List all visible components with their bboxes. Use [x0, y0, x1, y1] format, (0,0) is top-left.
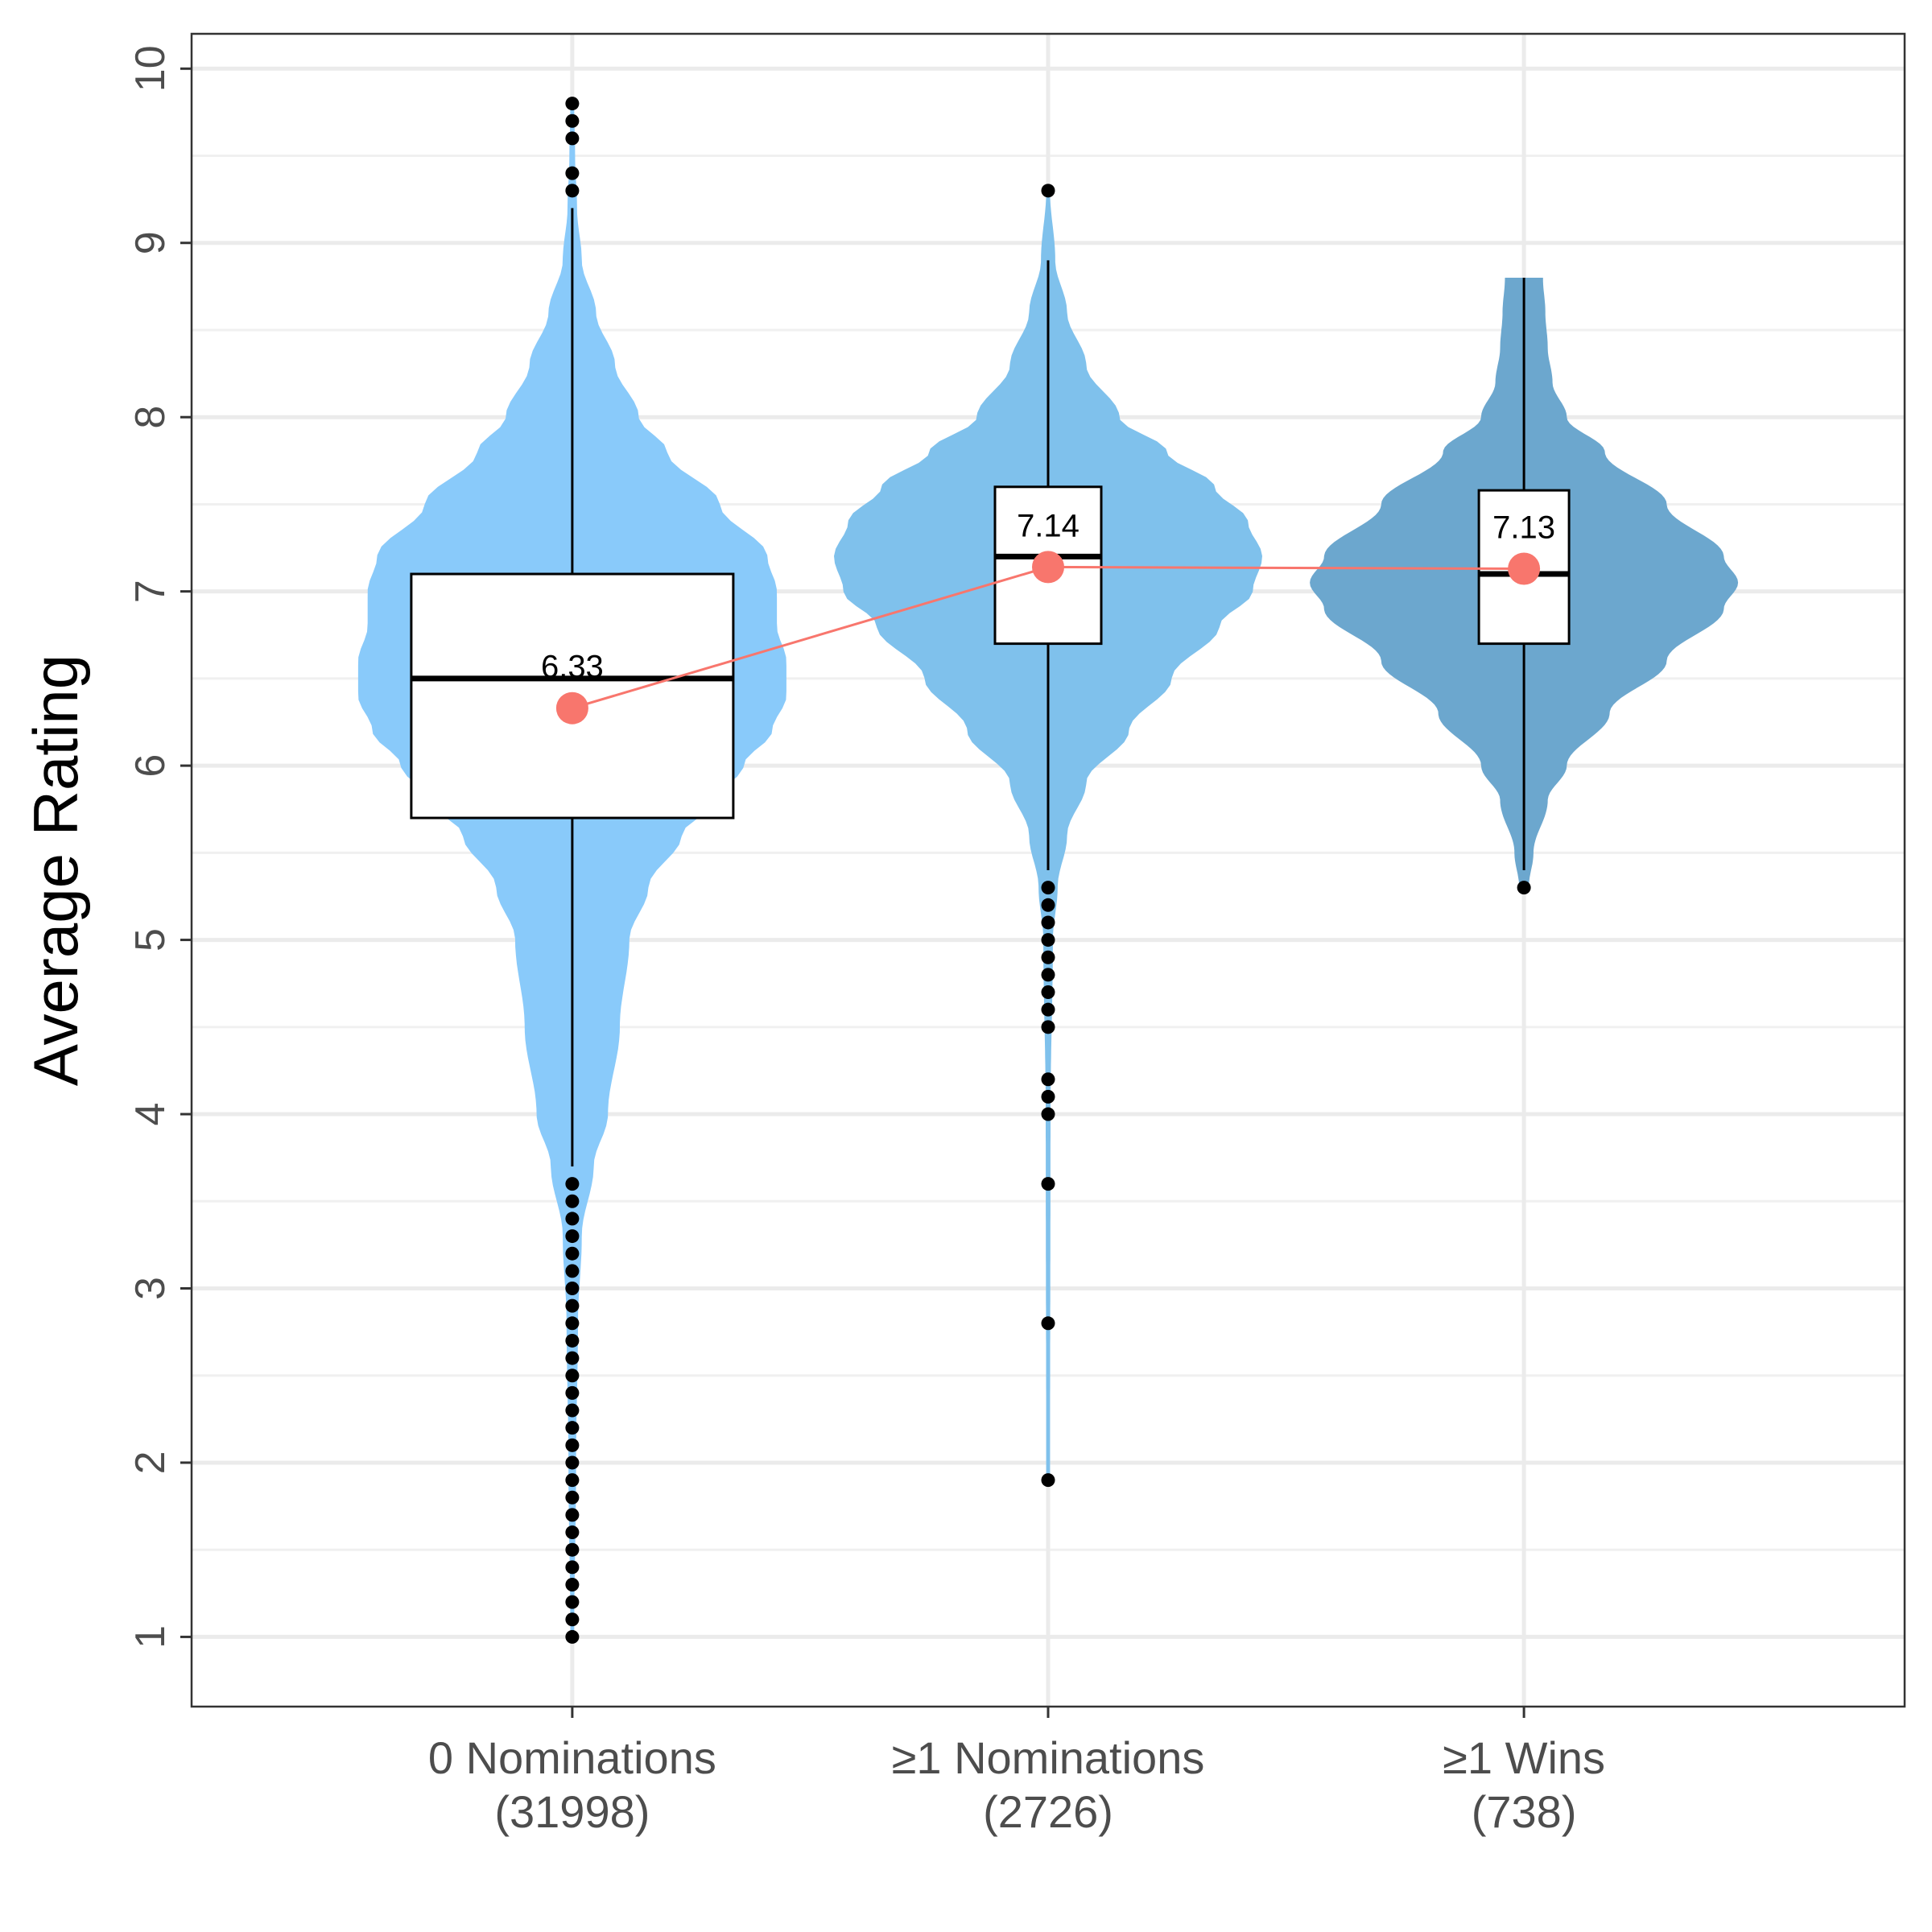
- axes: 1 2 3 4 5 6 7 8 9 10 0 Nominations(31998) ≥1 Nomina…: [127, 45, 1605, 1837]
- outlier-point: [1041, 898, 1055, 912]
- x-tick-count-label: (738): [1472, 1786, 1577, 1837]
- outlier-point: [1041, 1020, 1055, 1034]
- outlier-point: [565, 1508, 580, 1522]
- mean-point: [1508, 552, 1541, 585]
- outlier-point: [1041, 881, 1055, 895]
- outlier-point: [565, 1298, 580, 1313]
- outlier-point: [565, 1438, 580, 1452]
- x-tick-label: ≥1 Wins: [1443, 1732, 1605, 1783]
- outlier-point: [1041, 950, 1055, 964]
- outlier-point: [1041, 915, 1055, 930]
- outlier-point: [565, 1229, 580, 1244]
- outliers: [565, 97, 1531, 1644]
- outlier-point: [565, 1282, 580, 1295]
- mean-point: [1032, 551, 1064, 584]
- y-tick-label: 5: [127, 928, 174, 952]
- outlier-point: [565, 97, 580, 111]
- outlier-point: [565, 184, 580, 198]
- outlier-point: [565, 1612, 580, 1627]
- y-tick-label: 1: [127, 1625, 174, 1649]
- outlier-point: [565, 1525, 580, 1540]
- outlier-point: [565, 1177, 580, 1191]
- outlier-point: [565, 1577, 580, 1591]
- outlier-point: [1041, 1316, 1055, 1331]
- outlier-point: [565, 1542, 580, 1557]
- y-tick-label: 9: [127, 231, 174, 254]
- outlier-point: [565, 1595, 580, 1609]
- outlier-point: [565, 1473, 580, 1488]
- outlier-point: [565, 1560, 580, 1575]
- outlier-point: [565, 1385, 580, 1400]
- outlier-point: [565, 1403, 580, 1418]
- outlier-point: [565, 166, 580, 180]
- x-tick-label: ≥1 Nominations: [892, 1732, 1205, 1783]
- y-tick-label: 4: [127, 1103, 174, 1126]
- outlier-point: [565, 114, 580, 128]
- y-tick-label: 3: [127, 1277, 174, 1300]
- y-tick-label: 10: [127, 45, 174, 92]
- outlier-point: [565, 1212, 580, 1226]
- x-tick-label: 0 Nominations: [428, 1732, 716, 1783]
- x-tick-count-label: (2726): [983, 1786, 1113, 1837]
- outlier-point: [565, 1368, 580, 1383]
- outlier-point: [1041, 184, 1055, 198]
- x-tick-count-label: (31998): [494, 1786, 650, 1837]
- mean-series: 6.33 7.14 7.13: [541, 508, 1555, 724]
- outlier-point: [565, 1455, 580, 1470]
- y-tick-label: 2: [127, 1451, 174, 1474]
- outlier-point: [565, 131, 580, 146]
- outlier-point: [565, 1490, 580, 1505]
- mean-label: 6.33: [541, 650, 604, 685]
- outlier-point: [565, 1194, 580, 1208]
- outlier-point: [565, 1629, 580, 1644]
- y-tick-label: 7: [127, 580, 174, 603]
- mean-label: 7.13: [1492, 510, 1555, 546]
- outlier-point: [1041, 1002, 1055, 1017]
- outlier-point: [1041, 1177, 1055, 1191]
- outlier-point: [1041, 1107, 1055, 1121]
- outlier-point: [1041, 1473, 1055, 1488]
- outlier-point: [1041, 1072, 1055, 1087]
- mean-point: [555, 691, 588, 724]
- outlier-point: [565, 1264, 580, 1278]
- y-axis-title: Average Rating: [20, 654, 91, 1086]
- outlier-point: [565, 1421, 580, 1435]
- outlier-point: [1041, 1089, 1055, 1104]
- outlier-point: [565, 1316, 580, 1331]
- outlier-point: [565, 1351, 580, 1365]
- outlier-point: [1041, 933, 1055, 947]
- mean-label: 7.14: [1017, 508, 1080, 543]
- outlier-point: [1041, 985, 1055, 1000]
- outlier-point: [1041, 968, 1055, 982]
- y-tick-label: 8: [127, 406, 174, 429]
- y-tick-label: 6: [127, 754, 174, 778]
- outlier-point: [1517, 881, 1531, 895]
- outlier-point: [565, 1333, 580, 1348]
- outlier-point: [565, 1246, 580, 1261]
